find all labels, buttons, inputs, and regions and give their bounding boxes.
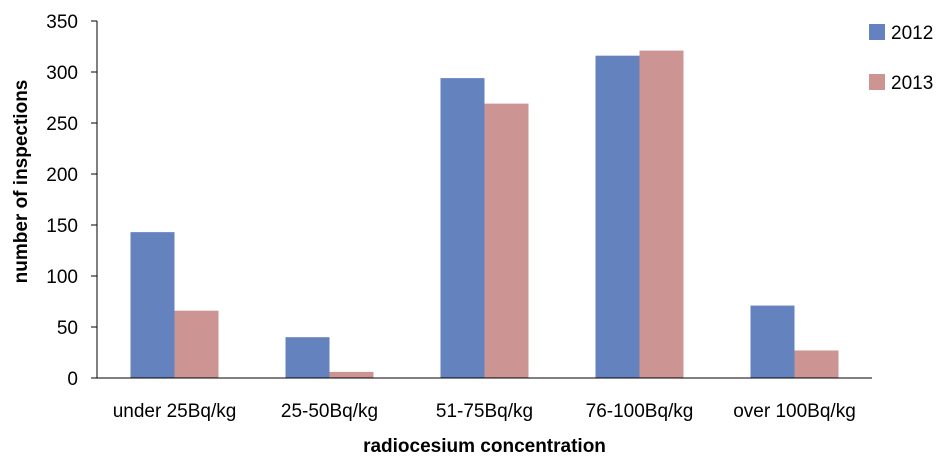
x-category-label: 51-75Bq/kg xyxy=(436,401,533,422)
bars xyxy=(130,50,839,379)
bar-2013-1 xyxy=(329,371,374,378)
legend-label-2012: 2012 xyxy=(891,23,933,44)
bar-2013-3 xyxy=(639,50,684,379)
bar-2012-4 xyxy=(750,305,795,378)
y-tick-label: 350 xyxy=(46,12,78,33)
bar-2012-2 xyxy=(440,78,485,379)
y-tick-label: 150 xyxy=(46,216,78,237)
legend-swatch-2012 xyxy=(869,24,885,40)
x-axis-category-labels: under 25Bq/kg 25-50Bq/kg 51-75Bq/kg 76-100B… xyxy=(113,401,856,422)
y-tick-label: 200 xyxy=(46,165,78,186)
bar-2013-0 xyxy=(174,310,219,378)
x-category-label: over 100Bq/kg xyxy=(733,401,856,422)
y-tick-label: 50 xyxy=(57,318,78,339)
bar-2012-3 xyxy=(595,55,640,379)
bar-2013-2 xyxy=(484,103,529,379)
legend: 2012 2013 xyxy=(869,23,933,94)
x-category-label: 76-100Bq/kg xyxy=(586,401,694,422)
bar-2013-4 xyxy=(794,350,839,378)
y-tick-label: 100 xyxy=(46,267,78,288)
y-axis-title: number of inspections xyxy=(11,80,32,284)
x-category-label: 25-50Bq/kg xyxy=(281,401,378,422)
y-axis-ticks: 0 50 100 150 200 250 300 350 xyxy=(46,12,97,390)
y-tick-label: 0 xyxy=(67,369,78,390)
legend-swatch-2013 xyxy=(869,74,885,90)
y-tick-label: 250 xyxy=(46,114,78,135)
x-category-label: under 25Bq/kg xyxy=(113,401,237,422)
bar-2012-1 xyxy=(285,337,330,378)
bar-2012-0 xyxy=(130,232,175,378)
y-tick-label: 300 xyxy=(46,63,78,84)
legend-label-2013: 2013 xyxy=(891,73,933,94)
x-axis-title: radiocesium concentration xyxy=(363,436,606,457)
